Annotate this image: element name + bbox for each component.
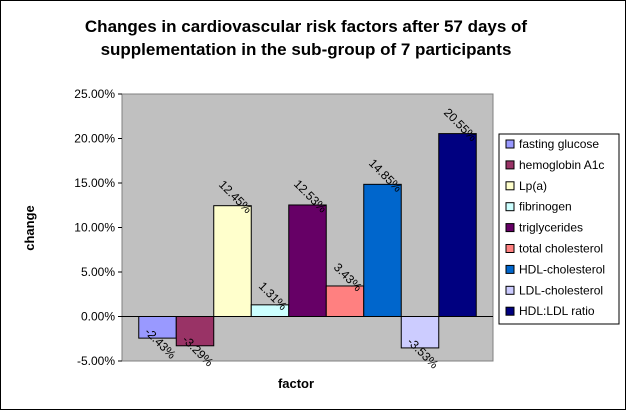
legend-swatch xyxy=(505,202,515,212)
legend: fasting glucose hemoglobin A1c Lp(a) fibrin… xyxy=(498,133,620,325)
legend-swatch xyxy=(505,160,515,170)
legend-label: LDL-cholesterol xyxy=(519,283,603,297)
chart-title-line-1: Changes in cardiovascular risk factors a… xyxy=(85,17,528,36)
legend-swatch xyxy=(505,223,515,233)
bar-series xyxy=(122,133,493,349)
legend-swatch xyxy=(505,181,515,191)
bar-ldl-cholesterol xyxy=(400,316,440,349)
legend-label: triglycerides xyxy=(519,221,583,235)
legend-swatch xyxy=(505,139,515,149)
y-tick-label: 5.00% xyxy=(81,265,115,279)
legend-label: Lp(a) xyxy=(519,179,547,193)
legend-box xyxy=(498,133,620,325)
legend-label: fibrinogen xyxy=(519,200,572,214)
legend-label: hemoglobin A1c xyxy=(519,158,604,172)
x-axis-title: factor xyxy=(278,376,314,391)
legend-label: fasting glucose xyxy=(519,137,599,151)
y-axis: 25.00% 20.00% 15.00% 10.00% 5.00% 0.00% -5.00% xyxy=(74,87,122,368)
legend-swatch xyxy=(505,244,515,253)
bar-hdl-cholesterol xyxy=(363,183,402,317)
y-tick-label: 0.00% xyxy=(81,310,115,324)
y-tick-label: 20.00% xyxy=(74,132,115,146)
y-tick-label: 25.00% xyxy=(74,87,115,101)
legend-label: total cholesterol xyxy=(519,242,603,256)
y-tick-label: 15.00% xyxy=(74,176,115,190)
y-tick-label: -5.00% xyxy=(77,354,115,368)
chart-title-line-2: supplementation in the sub-group of 7 pa… xyxy=(101,40,512,59)
legend-swatch xyxy=(505,285,515,295)
y-axis-title: change xyxy=(22,205,37,251)
bar-hdl-ldl-ratio xyxy=(438,133,477,317)
legend-label: HDL:LDL ratio xyxy=(519,304,595,318)
legend-swatch xyxy=(505,306,515,316)
legend-swatch xyxy=(505,264,515,274)
y-tick-label: 10.00% xyxy=(74,221,115,235)
bar-triglycerides xyxy=(288,204,327,317)
bar-lp-a- xyxy=(213,205,252,318)
legend-label: HDL-cholesterol xyxy=(519,262,605,276)
